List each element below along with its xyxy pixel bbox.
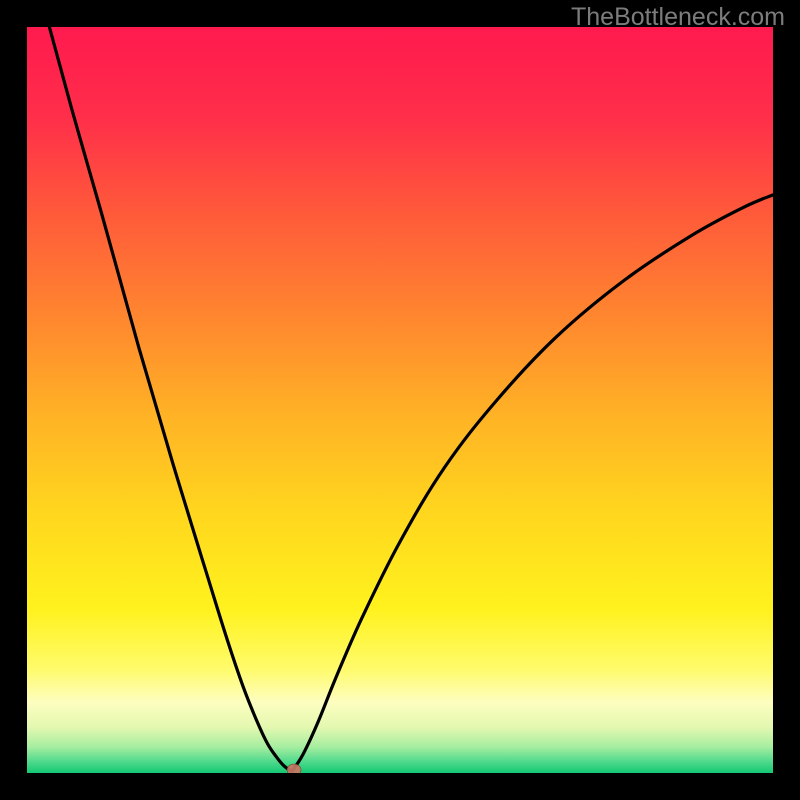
watermark-text: TheBottleneck.com xyxy=(571,3,785,32)
chart-container: TheBottleneck.com xyxy=(0,0,800,800)
plot-area xyxy=(27,27,773,773)
chart-svg xyxy=(0,0,800,800)
